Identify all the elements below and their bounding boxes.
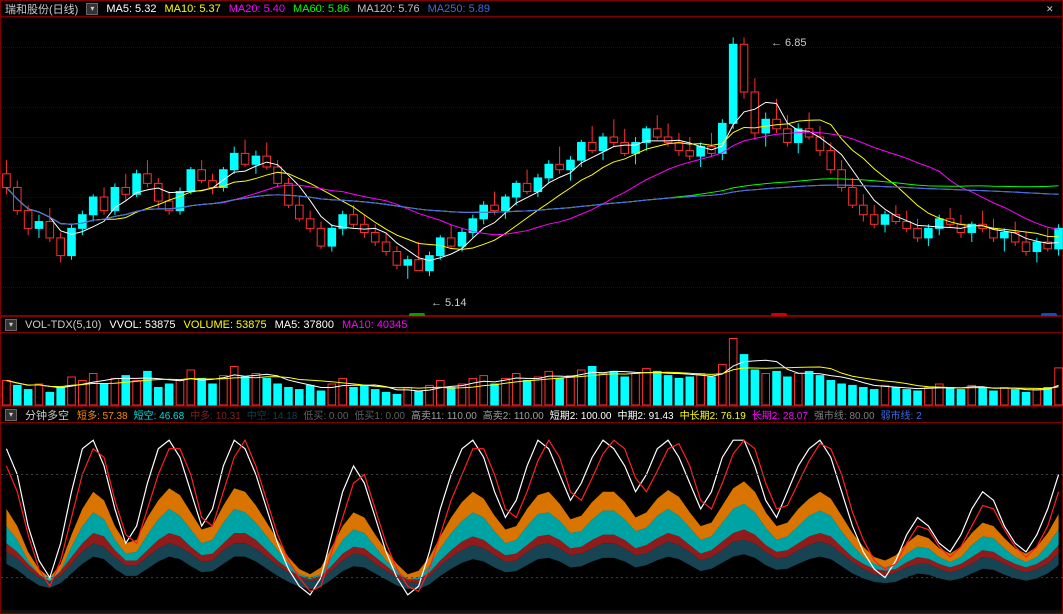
indicator-label: 短期2: 100.00 <box>550 407 612 422</box>
indicator-label: 中空: 14.18 <box>247 407 298 422</box>
dropdown-icon[interactable] <box>5 319 17 331</box>
indicator-label: MA5: 5.32 <box>106 3 156 15</box>
ma-labels-container: MA5: 5.32 MA10: 5.37 MA20: 5.40 MA60: 5.86 M… <box>106 3 490 15</box>
indicator-label: MA20: 5.40 <box>229 3 285 15</box>
main-price-panel: 瑞和股份(日线) MA5: 5.32MA10: 5.37MA20: 5.40MA… <box>0 0 1063 316</box>
indicator-label: MA10: 5.37 <box>164 3 220 15</box>
dropdown-icon[interactable] <box>86 3 98 15</box>
indicator-label: 弱市线: 2 <box>881 407 922 422</box>
scrollbar[interactable] <box>1 610 1062 613</box>
indicator-label: VOLUME: 53875 <box>183 319 266 331</box>
indicator-label: MA10: 40345 <box>342 319 407 331</box>
indicator-title: 分钟多空 <box>25 407 69 423</box>
indicator-label: 短空: 46.68 <box>134 407 185 422</box>
indicator-labels-container: 短多: 57.38 短空: 46.68 中多: 10.31 中空: 14.18 低买: … <box>77 407 922 422</box>
main-chart-body[interactable]: 减涨财 ← 6.85 ← 5.14 <box>1 17 1062 315</box>
volume-panel: VOL-TDX(5,10) VVOL: 53875 VOLUME: 53875 MA… <box>0 316 1063 406</box>
volume-title: VOL-TDX(5,10) <box>25 319 101 331</box>
indicator-label: 长期2: 28.07 <box>752 407 808 422</box>
indicator-label: 高卖11: 110.00 <box>411 407 477 422</box>
indicator-label: 中长期2: 76.19 <box>680 407 746 422</box>
indicator-label: MA5: 37800 <box>275 319 334 331</box>
indicator-label: VVOL: 53875 <box>109 319 175 331</box>
stock-title: 瑞和股份(日线) <box>5 1 78 17</box>
indicator-header: 分钟多空 短多: 57.38 短空: 46.68 中多: 10.31 中空: 14.1… <box>1 407 1062 423</box>
main-header: 瑞和股份(日线) MA5: 5.32MA10: 5.37MA20: 5.40MA… <box>1 1 1062 17</box>
indicator-label: MA60: 5.86 <box>293 3 349 15</box>
indicator-label: MA250: 5.89 <box>428 3 490 15</box>
indicator-label: 强市线: 80.00 <box>814 407 875 422</box>
dropdown-icon[interactable] <box>5 409 17 421</box>
indicator-label: 低买1: 0.00 <box>354 407 405 422</box>
volume-labels-container: VVOL: 53875 VOLUME: 53875 MA5: 37800 MA10: … <box>109 319 407 331</box>
indicator-panel: 分钟多空 短多: 57.38 短空: 46.68 中多: 10.31 中空: 14.1… <box>0 406 1063 614</box>
indicator-chart-body[interactable] <box>1 423 1062 610</box>
indicator-label: 高卖2: 110.00 <box>483 407 544 422</box>
indicator-label: 短多: 57.38 <box>77 407 128 422</box>
indicator-label: 低买: 0.00 <box>303 407 348 422</box>
price-low-annotation: ← 5.14 <box>431 297 466 309</box>
indicator-label: 中期2: 91.43 <box>617 407 673 422</box>
close-icon[interactable] <box>1046 3 1058 15</box>
indicator-label: 中多: 10.31 <box>190 407 241 422</box>
volume-chart-body[interactable] <box>1 333 1062 405</box>
volume-header: VOL-TDX(5,10) VVOL: 53875 VOLUME: 53875 MA… <box>1 317 1062 333</box>
price-high-annotation: ← 6.85 <box>771 37 806 49</box>
indicator-label: MA120: 5.76 <box>357 3 419 15</box>
